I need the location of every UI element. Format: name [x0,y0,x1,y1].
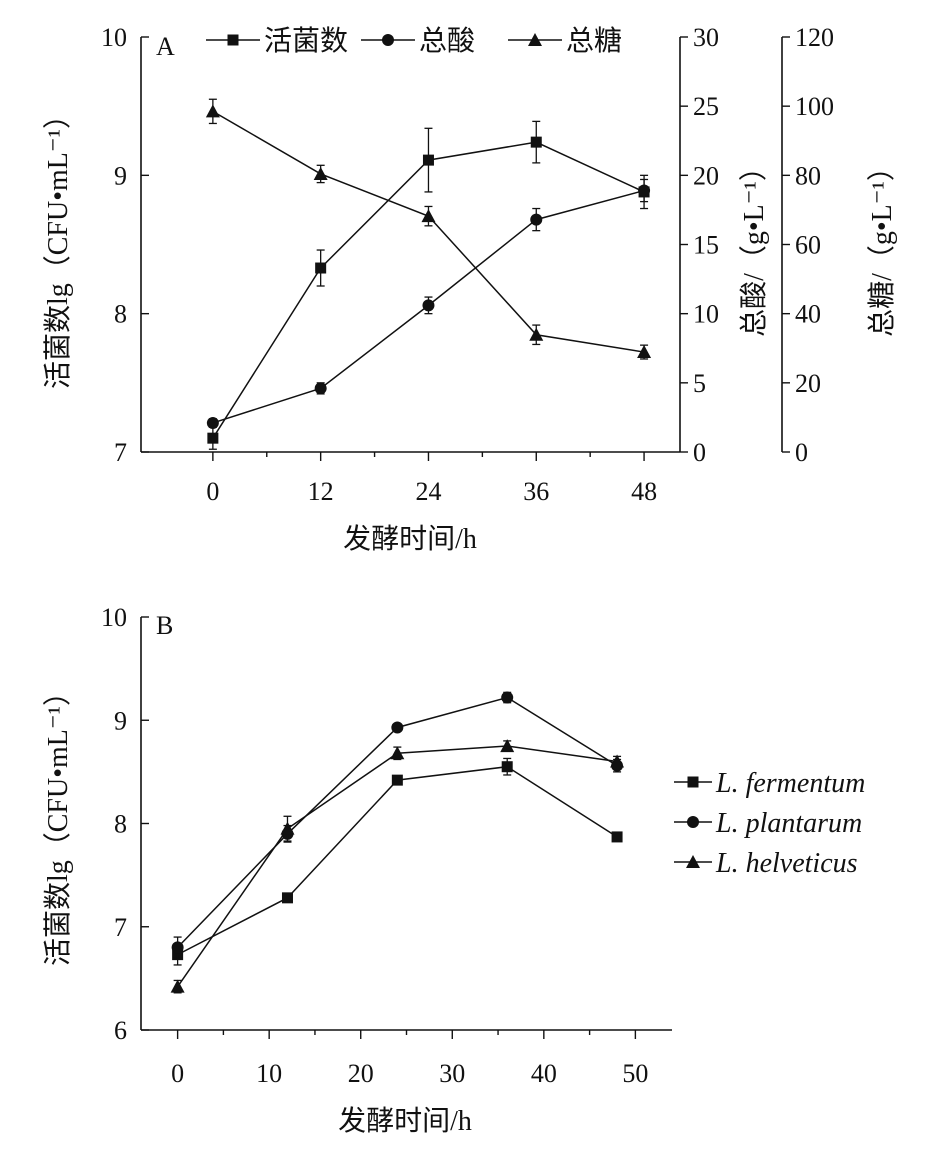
data-point-l-helveticus [170,979,185,993]
sugar-tick-label: 120 [795,23,834,52]
acid-tick-label: 0 [693,438,706,467]
acid-tick-label: 15 [693,231,719,260]
legend-entry: L. plantarum [715,808,862,839]
y-tick-label: 10 [101,603,127,632]
series-line-l-fermentum [177,765,618,956]
data-point-a3 [637,345,652,359]
panel-label: B [156,611,173,640]
legend-entry: 活菌数 [264,25,348,57]
data-point-l-helveticus [500,739,515,753]
y-axis-label: 活菌数lg（CFU•mL⁻¹） [42,678,74,966]
x-tick-label: 50 [622,1059,648,1088]
data-point-a2 [638,184,651,197]
data-point-l-helveticus [280,821,295,835]
y-tick-label: 9 [114,706,127,735]
y-tick-label: 8 [114,810,127,839]
sugar-tick-label: 0 [795,438,808,467]
x-tick-label: 20 [348,1059,374,1088]
legend-marker [382,34,394,46]
legend-entry: L. helveticus [715,848,858,879]
x-axis-label: 发酵时间/h [343,523,477,555]
data-point-l-fermentum [611,831,623,843]
data-point-a2 [206,416,219,429]
panel-b-chart: 6 7 8 9 10 0 10 20 30 40 50 发酵时间/h 活菌数lg（CFU•mL⁻¹） B L… [42,603,865,1137]
data-point-a3 [205,104,220,118]
data-point-l-fermentum [501,761,513,773]
data-point-a1 [207,432,219,444]
data-point-l-fermentum [391,774,403,786]
left-y-axis-label: 活菌数lg（CFU•mL⁻¹） [42,101,74,389]
sugar-tick-label: 40 [795,300,821,329]
legend-entry: 总糖 [566,25,622,57]
x-tick-label: 0 [206,477,219,506]
acid-tick-label: 30 [693,23,719,52]
data-point-a3 [421,209,436,223]
data-point-a2 [422,299,435,312]
y-tick-label: 10 [101,23,127,52]
x-tick-label: 12 [308,477,334,506]
y-tick-label: 7 [114,438,127,467]
legend-marker [687,816,699,828]
data-point-a2 [314,382,327,395]
y-tick-label: 8 [114,300,127,329]
x-tick-label: 10 [256,1059,282,1088]
acid-tick-label: 5 [693,369,706,398]
series-line-l-plantarum [177,696,618,948]
sugar-axis-label: 总糖/（g•L⁻¹） [866,153,898,337]
acid-tick-label: 10 [693,300,719,329]
data-point-l-helveticus [390,746,405,760]
data-point-l-fermentum [281,892,293,904]
acid-tick-label: 25 [693,92,719,121]
data-point-l-plantarum [391,721,404,734]
legend-entry: L. fermentum [715,768,865,799]
x-tick-label: 0 [171,1059,184,1088]
x-tick-label: 40 [531,1059,557,1088]
acid-tick-label: 20 [693,161,719,190]
data-point-a3 [529,327,544,341]
y-tick-label: 7 [114,913,127,942]
sugar-tick-label: 60 [795,231,821,260]
legend-marker [528,33,542,46]
y-tick-label: 9 [114,161,127,190]
data-point-a3 [313,166,328,180]
x-axis-label: 发酵时间/h [338,1105,472,1137]
sugar-tick-label: 100 [795,92,834,121]
x-tick-label: 48 [631,477,657,506]
data-point-a1 [422,154,434,166]
legend-marker [227,34,239,46]
x-tick-label: 36 [523,477,549,506]
acid-axis-label: 总酸/（g•L⁻¹） [738,153,770,337]
legend-entry: 总酸 [419,25,475,57]
x-tick-label: 24 [415,477,441,506]
sugar-tick-label: 20 [795,369,821,398]
data-point-a2 [530,213,543,226]
data-point-a1 [315,262,327,274]
x-tick-label: 30 [439,1059,465,1088]
data-point-l-helveticus [610,754,625,768]
legend-marker [687,776,699,788]
data-point-l-plantarum [171,941,184,954]
panel-label: A [156,32,175,61]
data-point-a1 [530,136,542,148]
data-point-l-plantarum [501,691,514,704]
legend-marker [686,855,700,868]
y-tick-label: 6 [114,1016,127,1045]
sugar-tick-label: 80 [795,161,821,190]
